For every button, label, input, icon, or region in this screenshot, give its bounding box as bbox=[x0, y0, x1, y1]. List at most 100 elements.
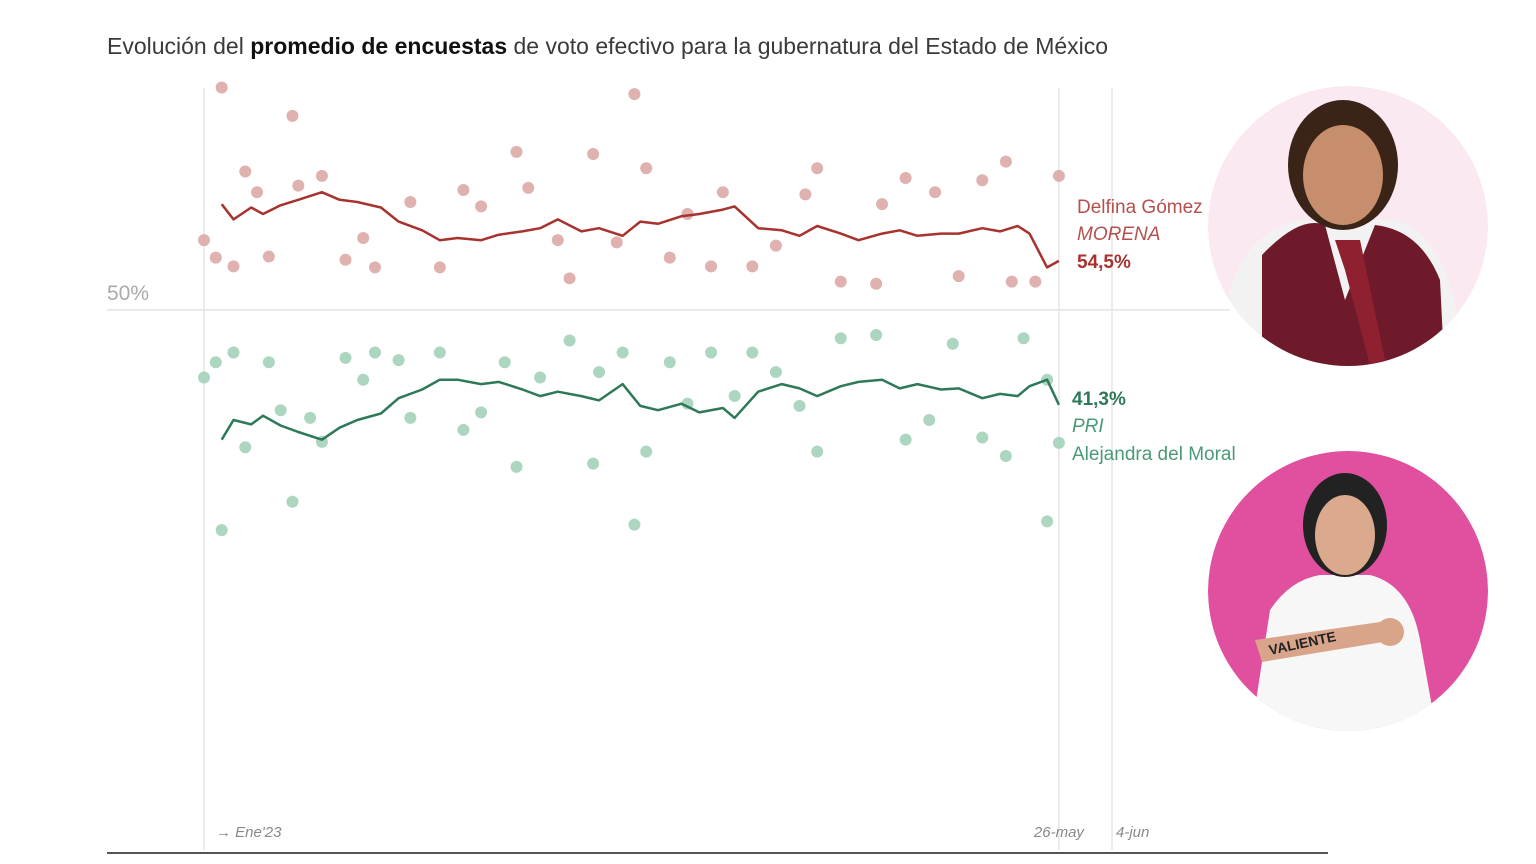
poll-dot bbox=[510, 145, 523, 158]
title-part: promedio de encuestas bbox=[250, 33, 507, 59]
poll-dot bbox=[563, 272, 576, 285]
poll-dot bbox=[534, 371, 547, 384]
poll-dot bbox=[292, 179, 305, 192]
series-party: MORENA bbox=[1077, 224, 1160, 245]
poll-dot bbox=[811, 162, 824, 175]
x-tick-label: 26-may bbox=[1033, 824, 1086, 841]
poll-dot bbox=[976, 431, 989, 444]
poll-dot bbox=[368, 261, 381, 274]
poll-dot bbox=[498, 356, 511, 369]
poll-dot bbox=[209, 356, 222, 369]
poll-dot bbox=[728, 390, 741, 403]
poll-dot bbox=[457, 423, 470, 436]
chart-title: Evolución del promedio de encuestas de v… bbox=[107, 33, 1108, 59]
poll-dot bbox=[227, 260, 240, 273]
poll-dot bbox=[834, 332, 847, 345]
poll-dot bbox=[551, 234, 564, 247]
poll-dot bbox=[870, 329, 883, 342]
poll-dot bbox=[834, 275, 847, 288]
poll-dot bbox=[227, 346, 240, 359]
poll-dot bbox=[587, 148, 600, 161]
average-line bbox=[220, 378, 1061, 441]
poll-dot bbox=[433, 346, 446, 359]
candidate-photo: VALIENTE bbox=[1208, 451, 1488, 731]
poll-dot bbox=[510, 460, 523, 473]
poll-dot bbox=[357, 373, 370, 386]
title-part: de voto efectivo para la gubernatura del… bbox=[507, 33, 1108, 59]
poll-dot bbox=[339, 253, 352, 266]
poll-dot bbox=[198, 234, 210, 247]
plot bbox=[198, 81, 1065, 537]
x-tick-label: → Ene'23 bbox=[216, 824, 282, 841]
poll-dot bbox=[705, 260, 718, 273]
poll-dot bbox=[457, 184, 470, 197]
poll-dot bbox=[663, 356, 676, 369]
poll-dot bbox=[716, 186, 729, 199]
poll-dot bbox=[475, 200, 488, 213]
grid: 50% → Ene'23 26-may 4-jun bbox=[107, 88, 1230, 850]
poll-dot bbox=[198, 371, 210, 384]
poll-dot bbox=[274, 404, 287, 417]
poll-dot bbox=[1052, 436, 1065, 449]
candidate-photo bbox=[1208, 86, 1488, 366]
poll-dot bbox=[433, 261, 446, 274]
poll-dot bbox=[663, 251, 676, 264]
poll-dot bbox=[392, 354, 405, 367]
poll-dot bbox=[616, 346, 629, 359]
series-end-label: 41,3% bbox=[1072, 389, 1126, 410]
poll-dot bbox=[870, 277, 883, 290]
series-end-label: 54,5% bbox=[1077, 252, 1131, 273]
poll-dot bbox=[793, 399, 806, 412]
poll-dot bbox=[475, 406, 488, 419]
poll-dot bbox=[999, 450, 1012, 463]
poll-dot bbox=[628, 518, 641, 531]
title-part: Evolución del bbox=[107, 33, 250, 59]
poll-dot bbox=[593, 366, 606, 379]
series-party: PRI bbox=[1072, 416, 1104, 437]
poll-dot bbox=[239, 441, 252, 454]
poll-dot bbox=[563, 334, 576, 347]
poll-dot bbox=[215, 524, 228, 537]
poll-dot bbox=[705, 346, 718, 359]
poll-dot bbox=[357, 231, 370, 244]
poll-dot bbox=[587, 457, 600, 470]
poll-dot bbox=[923, 414, 936, 427]
poll-dot bbox=[876, 198, 889, 211]
poll-dot bbox=[404, 196, 417, 209]
poll-dot bbox=[315, 169, 328, 182]
poll-dot bbox=[522, 181, 535, 194]
average-line bbox=[220, 190, 1060, 269]
x-tick-label: 4-jun bbox=[1116, 824, 1149, 841]
poll-dot bbox=[404, 411, 417, 424]
poll-dot bbox=[952, 270, 965, 283]
poll-dot bbox=[746, 346, 759, 359]
series-name: Alejandra del Moral bbox=[1072, 444, 1236, 465]
poll-dot bbox=[640, 162, 653, 175]
poll-dot bbox=[251, 186, 264, 199]
poll-dot bbox=[209, 251, 222, 264]
poll-dot bbox=[640, 445, 653, 458]
poll-dot bbox=[946, 337, 959, 350]
poll-dot bbox=[262, 250, 275, 263]
poll-dot bbox=[628, 88, 641, 101]
poll-dot bbox=[746, 260, 759, 273]
poll-dot bbox=[999, 155, 1012, 168]
poll-dot bbox=[769, 239, 782, 252]
poll-dot bbox=[1052, 169, 1065, 182]
poll-dot bbox=[899, 433, 912, 446]
poll-dot bbox=[799, 188, 812, 201]
poll-dot bbox=[368, 346, 381, 359]
poll-dot bbox=[1017, 332, 1030, 345]
poll-dot bbox=[976, 174, 989, 187]
poll-dot bbox=[286, 495, 299, 508]
poll-dot bbox=[339, 351, 352, 364]
y-tick-label: 50% bbox=[107, 282, 149, 305]
poll-dot bbox=[899, 172, 912, 185]
poll-dot bbox=[929, 186, 942, 199]
poll-dot bbox=[811, 445, 824, 458]
poll-dot bbox=[239, 165, 252, 178]
poll-dot bbox=[286, 109, 299, 122]
poll-dot bbox=[610, 236, 623, 249]
poll-dot bbox=[1005, 275, 1018, 288]
